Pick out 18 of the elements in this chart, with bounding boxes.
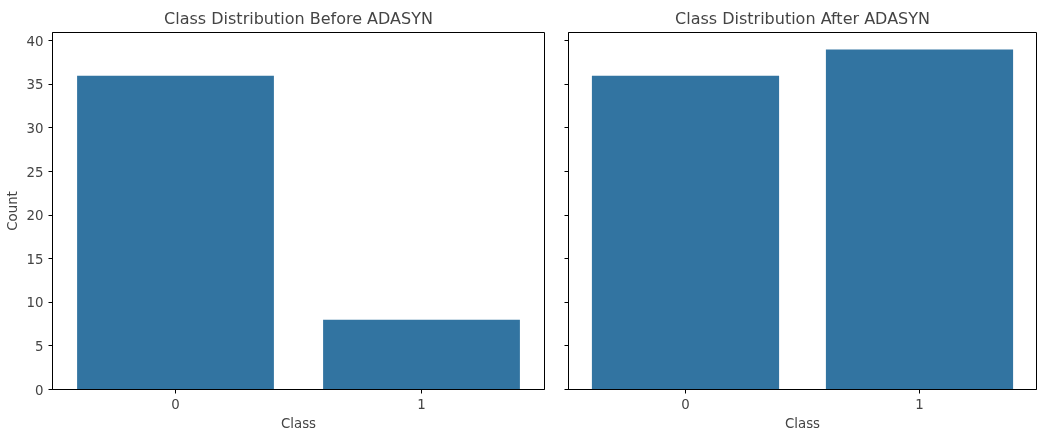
x-tick-label: 1 [915,396,924,412]
x-axis-title: Class [784,415,821,431]
x-tick-label: 0 [681,396,690,412]
y-tick-label: 5 [35,338,44,354]
x-axis-title: Class [280,415,317,431]
y-tick-label: 30 [26,120,44,136]
y-axis-title: Count [4,191,20,231]
y-tick-label: 0 [35,382,44,398]
y-tick-label: 35 [26,77,44,93]
y-tick-label: 20 [26,208,44,224]
y-tick-label: 40 [26,33,44,49]
y-tick-label: 15 [26,251,44,267]
chart-title: Class Distribution After ADASYN [675,8,930,28]
y-tick-label: 25 [26,164,44,180]
chart-title: Class Distribution Before ADASYN [164,8,433,28]
x-tick-label: 1 [417,396,426,412]
x-tick-label: 0 [171,396,180,412]
y-tick-label: 10 [26,295,44,311]
